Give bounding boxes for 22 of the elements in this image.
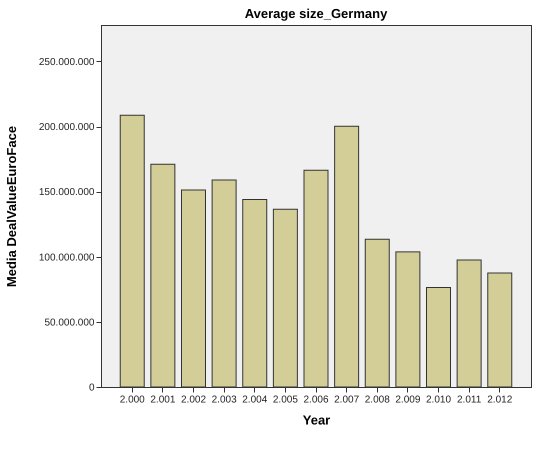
x-tick-label: 2.006 — [303, 394, 329, 406]
y-axis-title: Media DealValueEuroFace — [4, 126, 19, 288]
x-tick-label: 2.010 — [426, 394, 452, 406]
y-tick-label: 50.000.000 — [44, 317, 95, 328]
y-tick-label: 200.000.000 — [38, 122, 95, 134]
y-tick-label: 0 — [88, 382, 95, 394]
x-tick-label: 2.000 — [120, 394, 146, 406]
x-tick-label: 2.003 — [212, 394, 238, 406]
x-tick-label: 2.011 — [456, 394, 482, 406]
y-tick-label: 100.000.000 — [38, 252, 95, 264]
y-tick-label: 150.000.000 — [38, 187, 95, 198]
chart-title: Average size_Germany — [244, 6, 388, 21]
x-tick-label: 2.012 — [487, 394, 513, 406]
x-tick-label: 2.007 — [334, 394, 360, 406]
x-tick-label: 2.001 — [150, 394, 176, 406]
x-axis-title: Year — [302, 412, 330, 428]
x-tick-label: 2.005 — [272, 394, 298, 406]
x-tick-label: 2.002 — [180, 394, 206, 406]
x-tick-label: 2.009 — [395, 394, 421, 406]
x-tick-label: 2.004 — [242, 394, 268, 406]
y-tick-label: 250.000.000 — [38, 56, 95, 68]
x-tick-label: 2.008 — [364, 394, 390, 406]
